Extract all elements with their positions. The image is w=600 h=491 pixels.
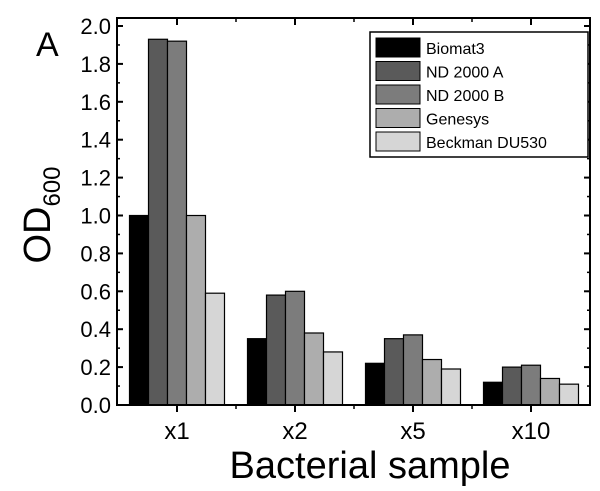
legend: Biomat3 ND 2000 A ND 2000 B Genesys Beckman … [369,31,589,158]
y-tick-label: 1.0 [80,204,111,229]
bar-biomat3-x5 [364,362,386,406]
y-tick-label: 2.0 [80,14,111,39]
bar-beckman-du530-x2 [322,351,344,406]
y-axis-label-subscript: 600 [39,166,66,206]
legend-label: Genesys [426,112,489,129]
legend-swatch [375,131,421,152]
bar-nd-2000-a-x1 [147,38,169,406]
bar-nd-2000-b-x5 [402,334,424,406]
legend-swatch [375,84,421,105]
bar-nd-2000-a-x10 [501,366,523,406]
legend-label: ND 2000 B [426,88,504,105]
bar-genesys-x2 [303,332,325,406]
y-axis-label-main: OD [17,207,59,264]
bar-nd-2000-b-x10 [520,364,542,406]
bar-nd-2000-b-x1 [166,40,188,406]
bar-nd-2000-b-x2 [284,290,306,406]
bar-nd-2000-a-x5 [383,338,405,406]
legend-label: Beckman DU530 [426,135,547,152]
y-tick-label: 0.0 [80,393,111,418]
legend-swatch [375,37,421,58]
y-tick-label: 1.6 [80,90,111,115]
x-tick-label: x10 [512,418,551,445]
y-tick-label: 0.8 [80,241,111,266]
legend-swatch [375,108,421,128]
y-tick-label: 0.4 [80,317,111,342]
x-tick-label: x1 [164,418,189,445]
bar-beckman-du530-x1 [204,292,226,406]
y-tick-label: 1.4 [80,128,111,153]
y-tick-label: 0.6 [80,279,111,304]
y-tick-label: 1.2 [80,166,111,191]
bar-beckman-du530-x10 [558,383,580,406]
x-tick-label: x5 [400,418,425,445]
panel-label: A [36,26,59,64]
svg-text:OD600: OD600 [17,166,66,263]
legend-swatch [375,61,421,81]
x-tick-label: x2 [282,418,307,445]
bar-biomat3-x2 [246,338,268,406]
legend-label: ND 2000 A [426,65,504,82]
bar-nd-2000-a-x2 [265,294,287,406]
y-tick-label: 1.8 [80,52,111,77]
bar-beckman-du530-x5 [440,368,462,406]
bar-biomat3-x1 [128,214,150,406]
x-axis-label: Bacterial sample [230,445,511,486]
y-tick-label: 0.2 [80,355,111,380]
legend-label: Biomat3 [426,41,485,58]
bar-biomat3-x10 [482,381,504,406]
bar-genesys-x1 [185,214,207,406]
y-axis-label: OD600 [17,166,66,263]
bar-genesys-x5 [421,358,443,406]
bar-genesys-x10 [539,377,561,406]
